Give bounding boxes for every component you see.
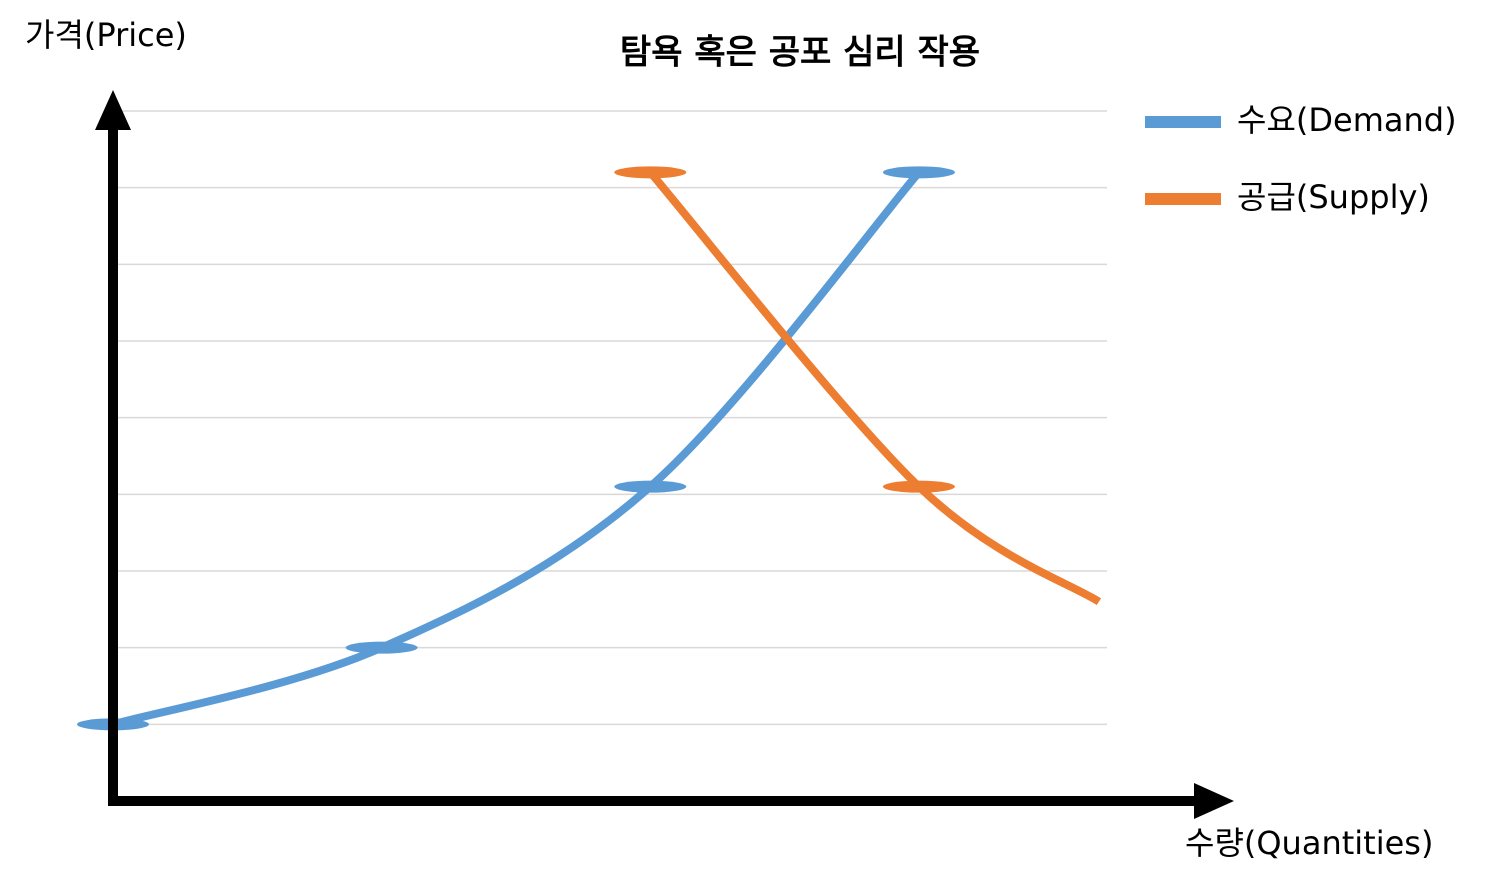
- point-marker: [345, 641, 418, 654]
- plot: [77, 166, 1102, 731]
- x-axis-arrow: [1194, 783, 1234, 819]
- x-axis-label: 수량(Quantities): [1185, 824, 1433, 862]
- grid: [113, 110, 1107, 802]
- point-marker: [882, 480, 955, 493]
- point-marker: [882, 166, 955, 179]
- series-line: [647, 169, 1102, 606]
- series-line: [111, 169, 922, 729]
- legend-label: 수요(Demand): [1237, 101, 1457, 139]
- legend: 수요(Demand) 공급(Supply): [1145, 101, 1457, 216]
- point-marker: [614, 480, 687, 493]
- chart-title: 탐욕 혹은 공포 심리 작용: [620, 33, 980, 73]
- y-axis-arrow: [95, 90, 131, 130]
- y-axis-label: 가격(Price): [25, 16, 187, 54]
- point-marker: [614, 166, 687, 179]
- legend-label: 공급(Supply): [1237, 178, 1430, 216]
- axes: [95, 90, 1234, 819]
